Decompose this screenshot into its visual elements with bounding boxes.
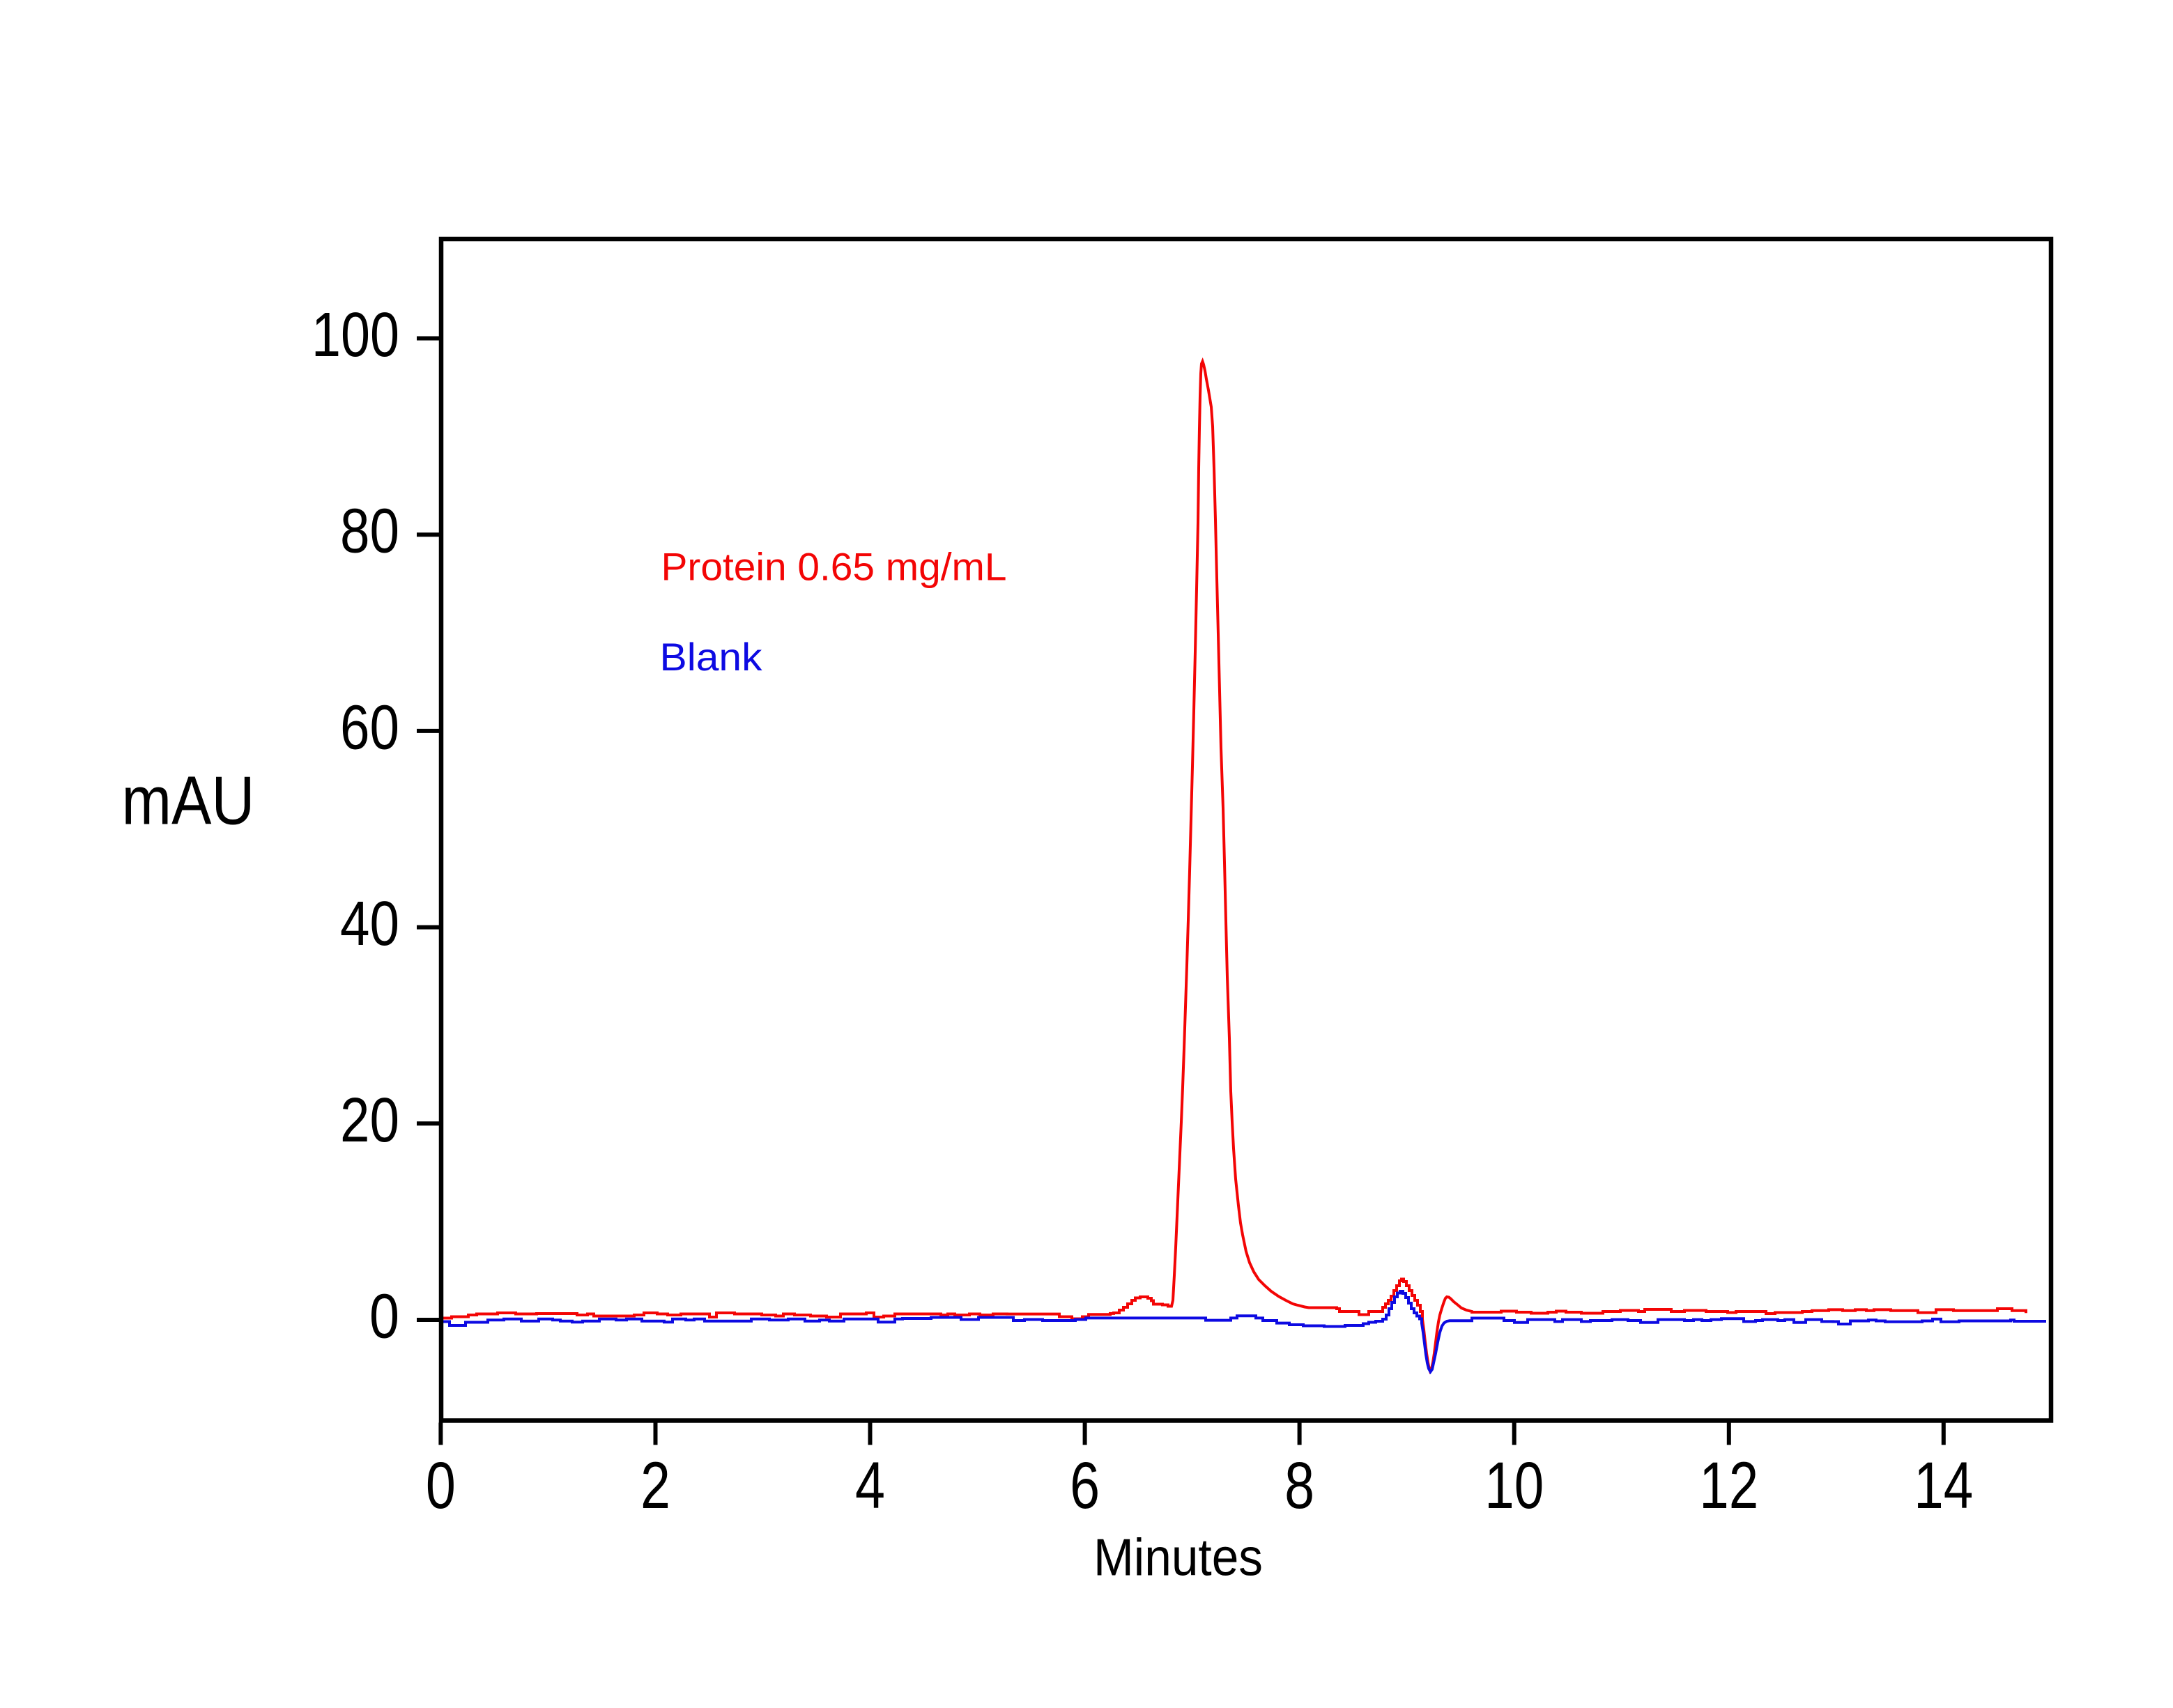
svg-text:0: 0: [426, 1449, 456, 1523]
svg-text:14: 14: [1914, 1449, 1973, 1523]
svg-text:12: 12: [1699, 1449, 1758, 1523]
svg-text:60: 60: [340, 693, 399, 762]
svg-text:20: 20: [340, 1086, 399, 1155]
svg-text:8: 8: [1284, 1449, 1314, 1523]
svg-text:40: 40: [340, 889, 399, 959]
svg-text:Blank: Blank: [660, 635, 763, 679]
svg-text:Minutes: Minutes: [1093, 1528, 1263, 1587]
svg-text:100: 100: [312, 300, 399, 370]
svg-text:mAU: mAU: [122, 762, 255, 839]
svg-text:80: 80: [340, 497, 399, 567]
svg-text:2: 2: [640, 1449, 670, 1523]
svg-text:Protein 0.65 mg/mL: Protein 0.65 mg/mL: [661, 545, 1007, 589]
svg-text:0: 0: [369, 1282, 399, 1352]
svg-text:10: 10: [1484, 1449, 1544, 1523]
svg-text:6: 6: [1070, 1449, 1100, 1523]
svg-text:4: 4: [855, 1449, 885, 1523]
